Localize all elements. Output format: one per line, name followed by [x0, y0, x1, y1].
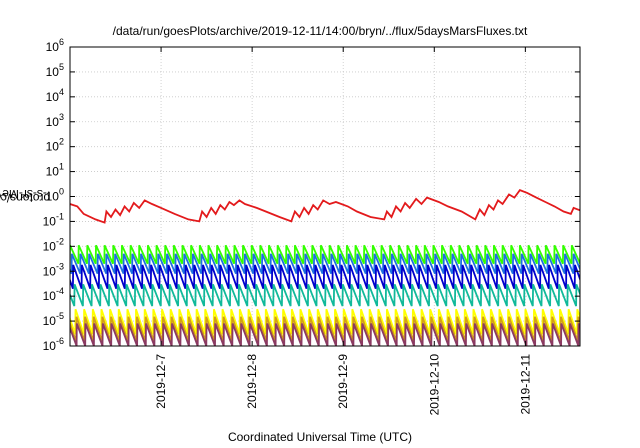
chart-title: /data/run/goesPlots/archive/2019-12-11/1…: [112, 24, 528, 38]
y-tick-label: 10-4: [43, 286, 64, 303]
series-line-6: [70, 316, 580, 342]
y-tick-label: 100: [46, 187, 64, 204]
y-axis-label-post: -s-sr-MeV: [0, 186, 47, 201]
y-tick-label: 105: [46, 62, 64, 79]
y-tick-label: 10-2: [43, 236, 64, 253]
y-tick-label: 101: [46, 162, 64, 179]
x-tick-label: 2019-12-8: [245, 354, 259, 409]
series-line-1: [70, 244, 580, 265]
y-tick-label: 10-1: [43, 211, 64, 228]
x-axis-label: Coordinated Universal Time (UTC): [227, 430, 413, 444]
y-tick-label: 102: [46, 137, 64, 154]
y-tick-label: 10-6: [43, 336, 64, 353]
series-line-2: [70, 253, 580, 275]
x-tick-label: 2019-12-9: [336, 354, 350, 409]
x-tick-label: 2019-12-10: [427, 354, 441, 416]
y-tick-label: 10-3: [43, 261, 64, 278]
y-tick-label: 106: [46, 37, 64, 54]
series-line-0: [70, 189, 580, 224]
series-line-7: [70, 323, 580, 346]
series-line-5: [70, 308, 580, 335]
series-line-3: [70, 264, 580, 289]
y-tick-label: 104: [46, 87, 64, 104]
x-tick-label: 2019-12-11: [518, 354, 532, 415]
x-tick-label: 2019-12-7: [154, 354, 168, 409]
series-line-4: [70, 283, 580, 307]
y-tick-label: 103: [46, 112, 64, 129]
y-tick-label: 10-5: [43, 311, 64, 328]
